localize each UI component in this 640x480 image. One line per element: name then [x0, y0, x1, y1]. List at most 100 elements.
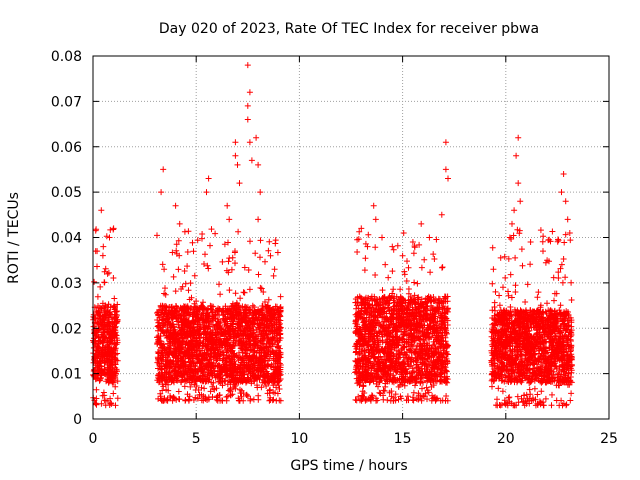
data-point: [95, 345, 102, 352]
data-point: [205, 265, 212, 272]
data-point: [105, 307, 112, 314]
data-point: [91, 278, 98, 285]
data-point: [195, 395, 201, 402]
data-point: [157, 390, 164, 397]
data-point: [98, 363, 105, 370]
data-point: [95, 340, 102, 347]
data-point: [106, 311, 113, 318]
data-point: [155, 395, 162, 402]
data-point: [187, 280, 194, 287]
data-point: [219, 258, 226, 265]
data-point: [114, 395, 121, 402]
data-point: [414, 280, 421, 287]
data-point: [404, 393, 411, 400]
data-point: [223, 397, 230, 404]
data-point: [102, 359, 109, 366]
data-point: [277, 397, 284, 404]
data-point: [100, 389, 107, 396]
data-point: [258, 285, 265, 292]
data-point: [111, 345, 118, 352]
data-point: [193, 383, 200, 389]
data-point: [112, 341, 119, 348]
data-point: [107, 400, 114, 406]
data-point: [96, 377, 103, 384]
data-point: [390, 286, 397, 293]
data-point: [200, 299, 206, 306]
data-point: [266, 397, 273, 404]
data-point: [257, 284, 264, 291]
data-point: [112, 374, 119, 381]
chart-title: Day 020 of 2023, Rate Of TEC Index for r…: [159, 21, 539, 37]
data-point: [229, 254, 236, 261]
data-point: [114, 301, 121, 308]
data-point: [372, 244, 379, 251]
data-point: [98, 351, 105, 357]
data-point: [405, 286, 412, 292]
data-point: [111, 302, 118, 309]
data-point: [100, 329, 107, 336]
data-point: [92, 351, 99, 357]
data-point: [112, 402, 119, 409]
data-point: [101, 313, 108, 320]
data-point: [99, 300, 106, 307]
data-point: [241, 289, 248, 296]
data-point: [176, 396, 183, 403]
data-point: [269, 334, 276, 341]
data-point: [90, 344, 97, 351]
data-point: [237, 295, 244, 302]
data-point: [270, 272, 277, 279]
data-point: [186, 393, 193, 400]
data-point: [111, 340, 118, 347]
data-point: [173, 396, 180, 403]
data-point: [94, 360, 101, 367]
data-point: [172, 288, 179, 295]
data-point: [235, 395, 242, 402]
data-point: [198, 384, 205, 391]
data-point: [162, 285, 168, 292]
data-point: [405, 264, 412, 271]
data-point: [439, 264, 445, 271]
data-point: [97, 283, 104, 290]
data-point: [99, 354, 106, 361]
data-point: [102, 312, 109, 319]
data-point: [190, 248, 197, 255]
data-point: [111, 315, 118, 322]
data-point: [102, 265, 109, 272]
data-point: [114, 378, 121, 385]
data-point: [92, 337, 99, 344]
data-point: [250, 396, 257, 403]
data-point: [421, 256, 428, 263]
data-point: [103, 233, 110, 240]
data-point: [382, 261, 389, 268]
data-point: [389, 268, 396, 275]
data-point: [90, 368, 97, 374]
data-point: [390, 246, 397, 253]
data-point: [277, 293, 284, 300]
data-point: [207, 242, 213, 249]
data-point: [226, 287, 233, 294]
data-point: [105, 319, 112, 326]
data-point: [518, 246, 525, 253]
data-point: [91, 338, 98, 345]
data-point: [162, 291, 169, 298]
data-point: [225, 258, 232, 265]
data-point: [159, 261, 166, 268]
data-point: [410, 250, 417, 257]
data-point: [108, 400, 115, 407]
data-point: [217, 291, 224, 298]
data-point: [95, 319, 101, 326]
data-point: [494, 396, 500, 403]
data-point: [114, 350, 121, 357]
data-point: [114, 368, 120, 375]
data-point: [365, 231, 372, 238]
data-point: [175, 388, 182, 395]
data-point: [101, 332, 108, 339]
data-point: [164, 369, 171, 375]
data-point: [361, 267, 368, 274]
data-point: [189, 239, 196, 246]
data-point: [384, 397, 391, 404]
data-point: [372, 272, 379, 278]
data-point: [184, 263, 191, 270]
data-point: [404, 258, 410, 265]
